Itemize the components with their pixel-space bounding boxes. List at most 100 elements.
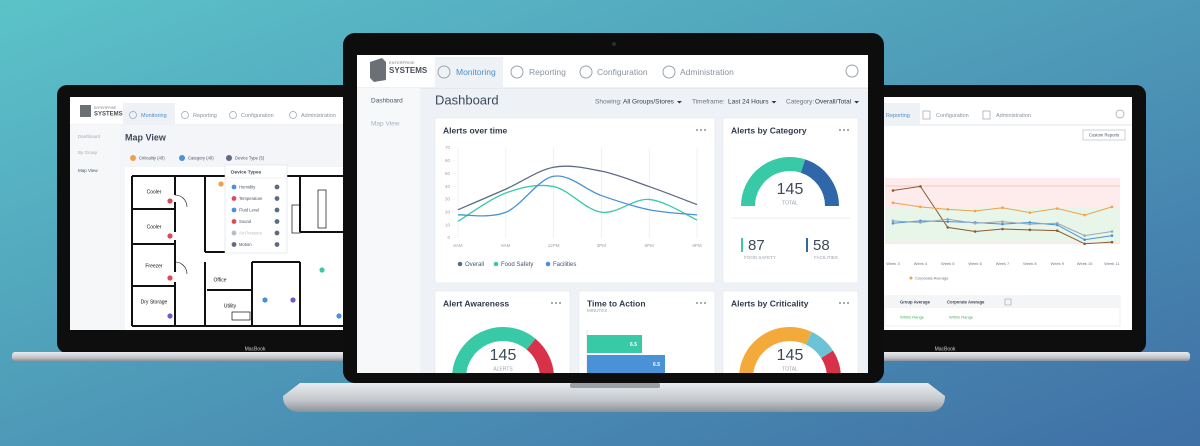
sensor-icon[interactable] [166,232,174,240]
x-tick-label: Week 5 [941,261,955,266]
sensor-icon[interactable] [261,296,269,304]
nav-tab[interactable]: Monitoring [141,113,167,119]
nav-tab[interactable]: Reporting [193,113,217,119]
filter-icon [226,155,232,161]
device-item[interactable]: Air Pressure [239,231,263,236]
nav-tab[interactable]: Reporting [886,113,910,119]
more-icon [703,301,707,305]
gauge-segment [821,350,841,373]
logo-small: ENTERPRISE [389,60,415,65]
y-tick-label: 40 [445,184,451,189]
tab-icon [510,65,524,79]
sidebar-item[interactable]: By Group [78,150,98,155]
device-check[interactable] [274,196,280,201]
x-tick-label: Week 3 [886,261,900,266]
device-check[interactable] [274,184,280,190]
laptop-label: MacBook [245,346,266,352]
logo-big: SYSTEMS [389,66,428,75]
nav-tab[interactable]: Monitoring [456,67,496,77]
sensor-icon[interactable] [166,197,174,205]
sidebar-item[interactable]: Map View [78,168,98,173]
sidebar-item[interactable]: Dashboard [371,98,403,105]
filter-chip[interactable]: Criticality (All) [139,156,165,161]
tab-icon [982,110,991,120]
filter-value[interactable]: Last 24 Hours [728,99,769,106]
table-cell: Within Range [949,315,974,320]
series-point [1028,222,1032,226]
y-tick-label: 30 [445,197,451,202]
y-tick-label: 20 [445,209,451,214]
device-item[interactable]: Humidity [239,185,256,190]
help-icon[interactable] [1115,109,1125,119]
series-point [1083,242,1086,246]
sensor-icon[interactable] [289,296,297,304]
page-title: Map View [125,132,167,142]
nav-tab[interactable]: Administration [680,67,734,77]
sidebar-item[interactable]: Map View [371,121,400,128]
series-point [1001,206,1004,210]
gauge-segment [800,159,839,207]
filter-label: Showing: [595,99,622,106]
sidebar [357,88,420,373]
x-tick-label: Week 9 [1051,261,1065,266]
user-icon[interactable] [845,64,859,78]
device-check[interactable] [274,219,280,224]
card-title: Alerts by Criticality [731,298,809,308]
sidebar-item[interactable]: Dashboard [78,134,101,139]
sensor-icon[interactable] [318,266,326,274]
device-check[interactable] [274,242,280,247]
custom-reports-button[interactable] [1082,129,1126,141]
legend-label: Food Safety [501,262,533,268]
tab-icon [181,111,189,119]
sensor-icon[interactable] [335,312,343,320]
filter-chip[interactable]: Category (All) [188,156,214,161]
device-item[interactable]: Temperature [239,196,263,201]
y-tick-label: 10 [445,222,451,227]
category-marker [806,238,808,252]
page-title: Dashboard [435,92,499,107]
category-marker [741,238,743,252]
sensor-icon[interactable] [166,312,174,320]
device-check[interactable] [274,207,280,213]
table-cell: Within Range [900,315,925,320]
filter-icon [179,155,185,161]
nav-tab[interactable]: Reporting [529,67,566,77]
logo-icon [370,58,386,82]
nav-tab[interactable]: Administration [301,113,336,119]
more-icon [842,128,846,132]
series-point [1028,211,1032,214]
series-point [891,201,895,205]
device-item[interactable]: Motion [239,242,252,247]
filter-value[interactable]: Overall/Total [815,99,852,106]
legend-swatch [545,261,551,267]
series-point [891,222,895,225]
series-point [973,230,977,233]
x-tick-label: Week 11 [1104,261,1120,266]
sensor-icon[interactable] [166,274,174,282]
tab-icon [922,110,931,120]
left-screen: ENTERPRISE SYSTEMS Monitoring Reporting Conf… [70,97,345,330]
device-item[interactable]: Sound [239,219,252,224]
add-column[interactable] [1004,298,1012,306]
more-icon [846,128,850,132]
nav-tab[interactable]: Administration [996,113,1031,119]
bar-label: 6.5 [630,342,637,348]
filter-value[interactable]: All Groups/Stores [623,99,675,106]
tab-icon [662,65,676,79]
door [174,194,188,208]
nav-tab[interactable]: Configuration [597,67,648,77]
nav-tab[interactable]: Configuration [936,113,969,119]
device-check[interactable] [274,230,280,236]
tab-icon [229,111,237,119]
tab-icon [437,65,451,79]
filter-chip[interactable]: Device Type (5) [235,156,265,161]
bar [587,355,665,373]
laptop-label: MacBook [935,346,956,352]
device-item[interactable]: Fluid Level [239,208,259,213]
category-value: 58 [813,237,830,254]
room-label: Freezer [145,263,163,269]
legend-label: Overall [465,262,484,268]
button-label[interactable]: Custom Reports [1089,133,1119,138]
nav-tab[interactable]: Configuration [241,113,274,119]
sensor-icon[interactable] [217,180,225,188]
